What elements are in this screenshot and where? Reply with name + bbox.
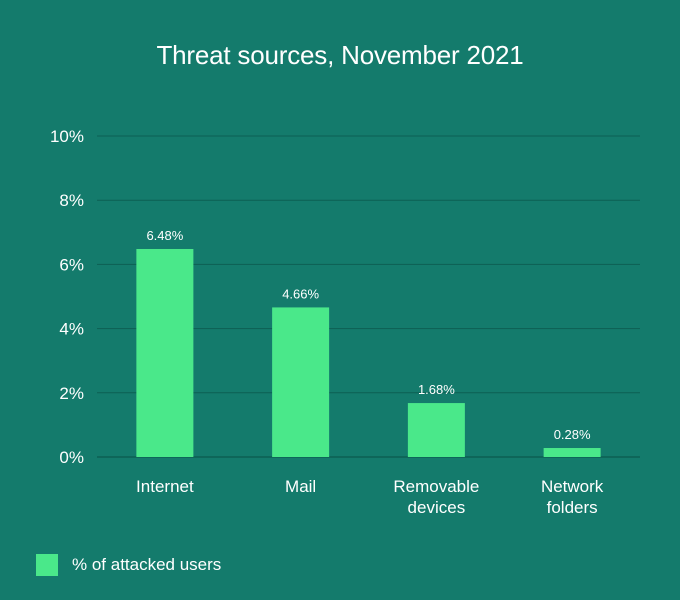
- x-tick-label: devices: [408, 498, 466, 517]
- y-axis-ticks: 0% 2% 4% 6% 8% 10%: [50, 127, 84, 467]
- y-tick-label: 10%: [50, 127, 84, 146]
- legend-swatch: [36, 554, 58, 576]
- data-label: 4.66%: [282, 286, 319, 301]
- bar: [272, 307, 330, 457]
- data-labels: 6.48% 4.66% 1.68% 0.28%: [146, 228, 591, 442]
- bars: [136, 248, 601, 457]
- data-label: 1.68%: [418, 382, 455, 397]
- data-label: 0.28%: [554, 427, 591, 442]
- y-tick-label: 8%: [59, 191, 84, 210]
- y-tick-label: 0%: [59, 448, 84, 467]
- x-tick-label: Internet: [136, 477, 194, 496]
- y-tick-label: 6%: [59, 255, 84, 274]
- bar: [136, 248, 194, 457]
- x-tick-label: Network: [541, 477, 604, 496]
- bar: [543, 448, 601, 457]
- legend: % of attacked users: [36, 554, 221, 576]
- chart-title: Threat sources, November 2021: [156, 40, 524, 70]
- y-tick-label: 4%: [59, 320, 84, 339]
- x-tick-label: Mail: [285, 477, 316, 496]
- x-tick-label: Removable: [393, 477, 479, 496]
- x-axis-ticks: Internet Mail Removable devices Network folde…: [136, 477, 604, 517]
- y-tick-label: 2%: [59, 384, 84, 403]
- x-tick-label: folders: [547, 498, 598, 517]
- data-label: 6.48%: [146, 228, 183, 243]
- bar: [407, 403, 465, 457]
- legend-label: % of attacked users: [72, 555, 222, 574]
